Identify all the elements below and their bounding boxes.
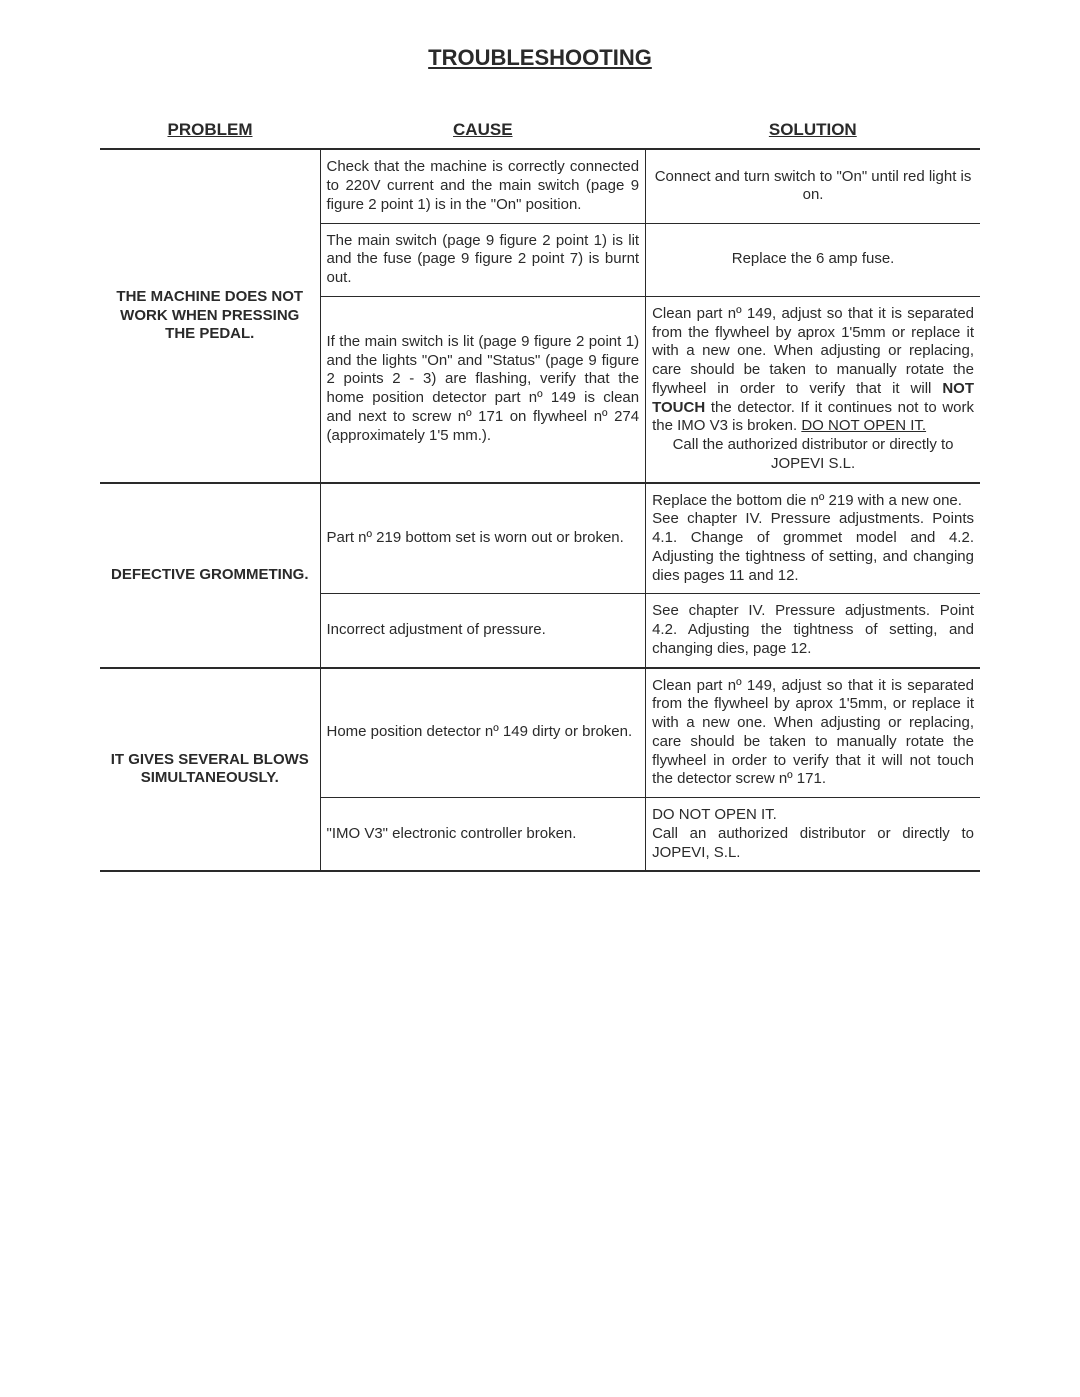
problem-cell: IT GIVES SEVERAL BLOWS SIMULTANEOUSLY. [100,668,320,872]
header-cause: CAUSE [320,111,646,149]
solution-cell: Connect and turn switch to "On" until re… [646,149,980,223]
problem-cell: THE MACHINE DOES NOT WORK WHEN PRESSING … [100,149,320,482]
solution-cell: See chapter IV. Pressure adjustments. Po… [646,594,980,668]
solution-tail: Call the authorized distributor or direc… [652,436,974,474]
cause-cell: Home position detector nº 149 dirty or b… [320,668,646,798]
solution-cell: Replace the bottom die nº 219 with a new… [646,483,980,594]
table-row: THE MACHINE DOES NOT WORK WHEN PRESSING … [100,149,980,223]
cause-cell: If the main switch is lit (page 9 figure… [320,296,646,482]
header-solution: SOLUTION [646,111,980,149]
solution-cell: Clean part nº 149, adjust so that it is … [646,296,980,482]
solution-underline: DO NOT OPEN IT. [801,417,926,434]
solution-cell: Replace the 6 amp fuse. [646,223,980,296]
problem-cell: DEFECTIVE GROMMETING. [100,483,320,668]
cause-cell: Check that the machine is correctly conn… [320,149,646,223]
cause-cell: Incorrect adjustment of pressure. [320,594,646,668]
cause-cell: "IMO V3" electronic controller broken. [320,798,646,872]
table-row: DEFECTIVE GROMMETING. Part nº 219 bottom… [100,483,980,594]
solution-cell: DO NOT OPEN IT. Call an authorized distr… [646,798,980,872]
table-row: IT GIVES SEVERAL BLOWS SIMULTANEOUSLY. H… [100,668,980,798]
cause-cell: Part nº 219 bottom set is worn out or br… [320,483,646,594]
cause-cell: The main switch (page 9 figure 2 point 1… [320,223,646,296]
solution-cell: Clean part nº 149, adjust so that it is … [646,668,980,798]
troubleshooting-table: PROBLEM CAUSE SOLUTION THE MACHINE DOES … [100,111,980,872]
solution-text: Clean part nº 149, adjust so that it is … [652,305,974,397]
header-problem: PROBLEM [100,111,320,149]
page-title: TROUBLESHOOTING [100,45,980,71]
